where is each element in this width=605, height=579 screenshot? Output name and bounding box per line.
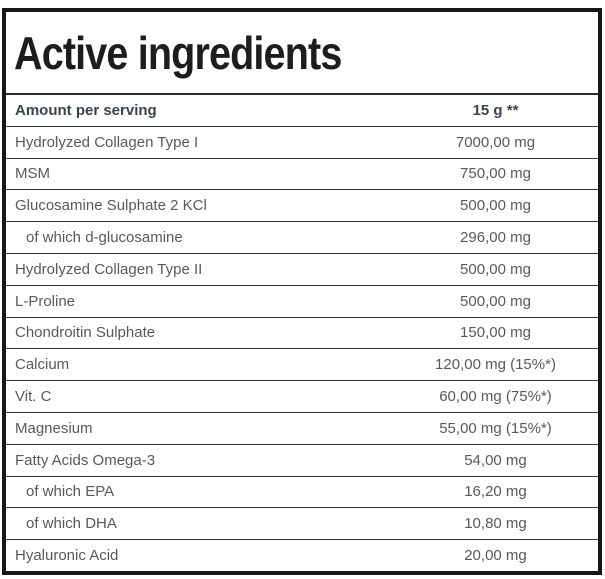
ingredient-label: of which DHA	[26, 515, 117, 533]
ingredient-label: Glucosamine Sulphate 2 KCl	[15, 197, 207, 215]
table-row: Hydrolyzed Collagen Type I 7000,00 mg	[6, 127, 598, 159]
ingredient-label: Fatty Acids Omega-3	[15, 451, 156, 469]
ingredient-value: 150,00 mg	[460, 324, 531, 342]
table-row: of which DHA 10,80 mg	[6, 508, 598, 541]
table-header-row: Amount per serving 15 g **	[6, 95, 598, 127]
ingredient-value: 7000,00 mg	[455, 133, 536, 151]
ingredient-label: MSM	[15, 165, 50, 183]
ingredient-value: 750,00 mg	[460, 165, 531, 183]
table-row: Vit. C 60,00 mg (75%*)	[6, 381, 598, 413]
ingredient-label: of which d-glucosamine	[26, 229, 183, 247]
panel-title-block: Active ingredients	[6, 12, 598, 95]
ingredient-value: 20,00 mg	[464, 547, 527, 565]
active-ingredients-panel: Active ingredients Amount per serving 15…	[2, 8, 602, 575]
ingredient-label: of which EPA	[26, 483, 115, 501]
table-row: Magnesium 55,00 mg (15%*)	[6, 413, 598, 445]
table-row: Calcium 120,00 mg (15%*)	[6, 349, 598, 382]
table-row: of which d-glucosamine 296,00 mg	[6, 222, 598, 254]
table-row: Glucosamine Sulphate 2 KCl 500,00 mg	[6, 190, 598, 223]
ingredient-value: 500,00 mg	[460, 197, 531, 215]
column-header-amount-per-serving: Amount per serving	[15, 101, 157, 119]
ingredient-value: 60,00 mg (75%*)	[439, 388, 552, 406]
table-row: of which EPA 16,20 mg	[6, 477, 598, 509]
ingredient-label: Hydrolyzed Collagen Type II	[15, 260, 203, 278]
panel-title: Active ingredients	[14, 26, 342, 79]
ingredient-label: L-Proline	[15, 292, 76, 310]
ingredients-table: Amount per serving 15 g ** Hydrolyzed Co…	[6, 95, 598, 571]
ingredient-label: Calcium	[15, 356, 70, 374]
table-row: Hyaluronic Acid 20,00 mg	[6, 540, 598, 571]
column-header-serving-size: 15 g **	[472, 101, 519, 119]
ingredient-label: Magnesium	[15, 419, 93, 437]
ingredient-label: Chondroitin Sulphate	[15, 324, 156, 342]
ingredient-value: 500,00 mg	[460, 292, 531, 310]
ingredient-value: 500,00 mg	[460, 260, 531, 278]
table-row: Chondroitin Sulphate 150,00 mg	[6, 318, 598, 350]
ingredient-label: Vit. C	[15, 388, 52, 406]
ingredient-label: Hydrolyzed Collagen Type I	[15, 133, 199, 151]
ingredient-value: 296,00 mg	[460, 229, 531, 247]
table-row: Hydrolyzed Collagen Type II 500,00 mg	[6, 254, 598, 286]
ingredient-value: 55,00 mg (15%*)	[439, 419, 552, 437]
table-row: MSM 750,00 mg	[6, 159, 598, 191]
ingredient-value: 54,00 mg	[464, 451, 527, 469]
ingredient-label: Hyaluronic Acid	[15, 547, 119, 565]
table-row: Fatty Acids Omega-3 54,00 mg	[6, 445, 598, 477]
table-row: L-Proline 500,00 mg	[6, 286, 598, 318]
ingredient-value: 120,00 mg (15%*)	[435, 356, 556, 374]
ingredient-value: 10,80 mg	[464, 515, 527, 533]
ingredient-value: 16,20 mg	[464, 483, 527, 501]
